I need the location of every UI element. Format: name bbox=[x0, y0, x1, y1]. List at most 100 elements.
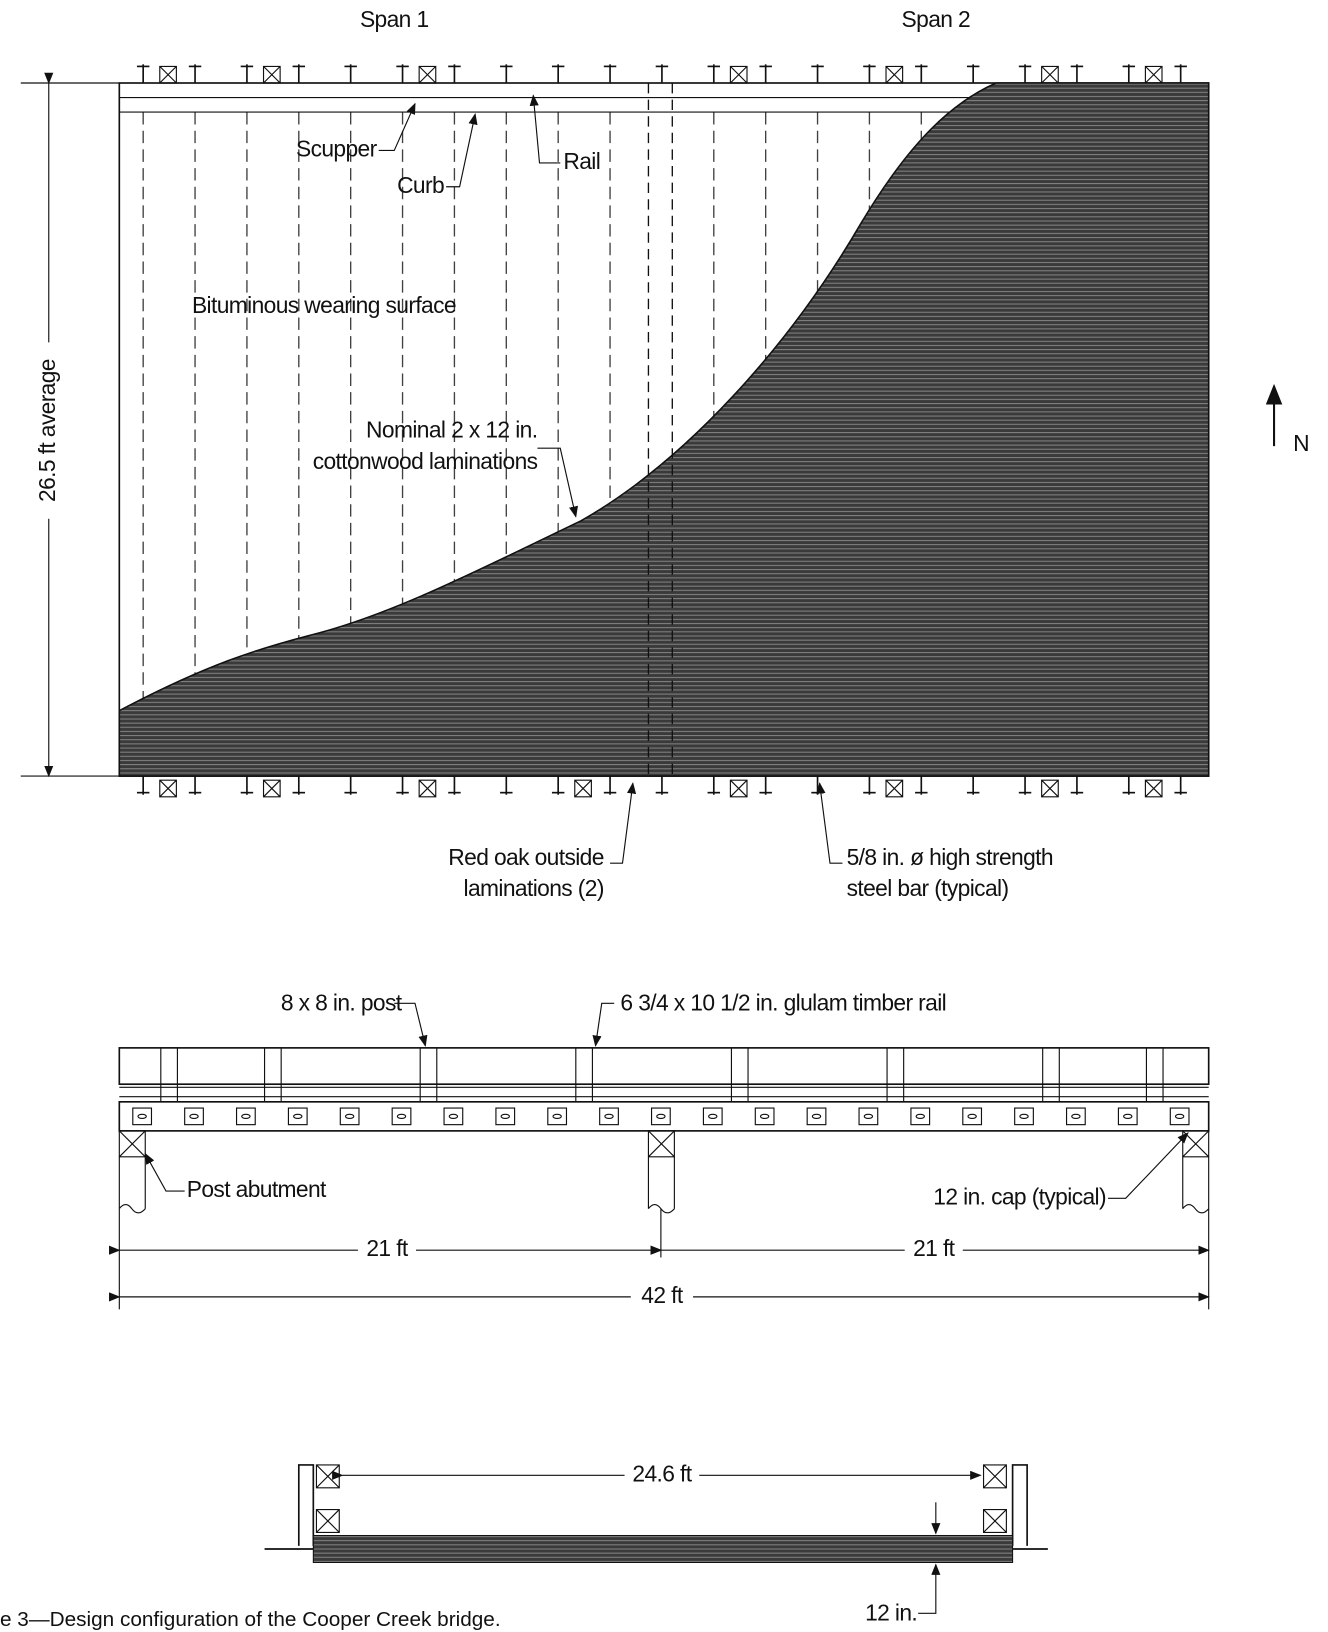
post bbox=[575, 1047, 593, 1103]
post-box bbox=[647, 1130, 675, 1158]
block bbox=[287, 1107, 308, 1126]
pier-post bbox=[118, 1156, 146, 1214]
block bbox=[235, 1107, 256, 1126]
post-box bbox=[262, 779, 281, 798]
bolt bbox=[396, 1113, 407, 1120]
caption: e 3—Design configuration of the Cooper C… bbox=[0, 1608, 501, 1631]
block bbox=[495, 1107, 516, 1126]
post-box bbox=[418, 65, 437, 84]
elevation-view: 8 x 8 in. post 6 3/4 x 10 1/2 in. glulam… bbox=[109, 989, 1210, 1311]
post-box bbox=[315, 1508, 340, 1533]
block bbox=[650, 1107, 671, 1126]
callout: Rail bbox=[563, 148, 600, 174]
callout: Scupper bbox=[296, 135, 378, 161]
width-dimension: 26.5 ft average bbox=[34, 359, 60, 502]
post bbox=[1145, 1047, 1164, 1103]
post-box bbox=[729, 779, 748, 798]
post-box bbox=[262, 65, 281, 84]
north-label: N bbox=[1293, 430, 1309, 456]
block bbox=[599, 1107, 619, 1126]
span-label: Span 2 bbox=[902, 6, 971, 32]
bolt bbox=[967, 1113, 977, 1120]
post-box bbox=[1041, 779, 1059, 798]
post bbox=[419, 1047, 438, 1103]
block bbox=[132, 1107, 153, 1126]
post-box bbox=[1144, 779, 1163, 798]
pier-post bbox=[647, 1156, 675, 1214]
post bbox=[1042, 1047, 1060, 1103]
post-box bbox=[315, 1464, 340, 1489]
block bbox=[806, 1107, 827, 1126]
callout: steel bar (typical) bbox=[847, 875, 1009, 901]
bolt bbox=[759, 1113, 770, 1120]
callout: cottonwood laminations bbox=[313, 448, 538, 474]
section-view: 24.6 ft 12 in. bbox=[264, 1460, 1048, 1625]
bolt bbox=[137, 1113, 147, 1120]
block bbox=[1169, 1107, 1190, 1126]
pier-post bbox=[1182, 1156, 1210, 1214]
block bbox=[184, 1107, 204, 1126]
callout: Post abutment bbox=[187, 1176, 327, 1202]
post-box bbox=[574, 779, 592, 798]
bolt bbox=[344, 1113, 355, 1120]
bolt bbox=[448, 1113, 459, 1120]
post-box bbox=[885, 779, 904, 798]
post bbox=[886, 1047, 905, 1103]
bolt bbox=[1019, 1113, 1029, 1120]
block bbox=[1065, 1107, 1086, 1126]
post-box bbox=[729, 65, 748, 84]
callout: Curb bbox=[397, 172, 444, 198]
bolt bbox=[552, 1113, 562, 1120]
block bbox=[547, 1107, 568, 1126]
dimension: 21 ft bbox=[366, 1235, 409, 1261]
post-box bbox=[118, 1130, 146, 1158]
block bbox=[910, 1107, 931, 1126]
dimension: 21 ft bbox=[913, 1235, 956, 1261]
bolt bbox=[708, 1113, 718, 1120]
post-box bbox=[982, 1508, 1007, 1533]
callout: Nominal 2 x 12 in. bbox=[366, 417, 537, 443]
bolt bbox=[811, 1113, 822, 1120]
block bbox=[754, 1107, 775, 1126]
post-box bbox=[1041, 65, 1059, 84]
block bbox=[1117, 1107, 1138, 1126]
callout: 8 x 8 in. post bbox=[281, 989, 403, 1015]
post-box bbox=[885, 65, 904, 84]
block bbox=[858, 1107, 879, 1126]
post bbox=[160, 1047, 178, 1103]
block bbox=[391, 1107, 412, 1126]
bolt bbox=[1071, 1113, 1081, 1120]
post bbox=[730, 1047, 749, 1103]
callout: laminations (2) bbox=[464, 875, 604, 901]
callout: 12 in. cap (typical) bbox=[933, 1183, 1106, 1209]
bolt bbox=[915, 1113, 925, 1120]
bolt bbox=[189, 1113, 199, 1120]
post-box bbox=[1144, 65, 1163, 84]
post-box bbox=[418, 779, 437, 798]
post-box bbox=[982, 1464, 1007, 1489]
dimension: 24.6 ft bbox=[632, 1460, 692, 1486]
post-box bbox=[159, 779, 177, 798]
block bbox=[1014, 1107, 1034, 1126]
bolt bbox=[863, 1113, 874, 1120]
post-box bbox=[159, 65, 177, 84]
span-label: Span 1 bbox=[360, 6, 429, 32]
bolt bbox=[1123, 1113, 1133, 1120]
bolt bbox=[656, 1113, 666, 1120]
bolt bbox=[293, 1113, 303, 1120]
dimension: 42 ft bbox=[641, 1282, 684, 1308]
plan-view: 26.5 ft average N Span 1 Span 2 Scupper … bbox=[20, 6, 1310, 901]
bolt bbox=[500, 1113, 510, 1120]
surface-label: Bituminous wearing surface bbox=[192, 292, 456, 318]
post bbox=[263, 1047, 282, 1103]
dimension: 12 in. bbox=[865, 1599, 917, 1625]
bolt bbox=[241, 1113, 251, 1120]
block bbox=[339, 1107, 360, 1126]
block bbox=[443, 1107, 464, 1126]
callout: 5/8 in. ø high strength bbox=[847, 844, 1053, 870]
callout: 6 3/4 x 10 1/2 in. glulam timber rail bbox=[620, 989, 946, 1015]
bolt bbox=[604, 1113, 614, 1120]
block bbox=[702, 1107, 723, 1126]
